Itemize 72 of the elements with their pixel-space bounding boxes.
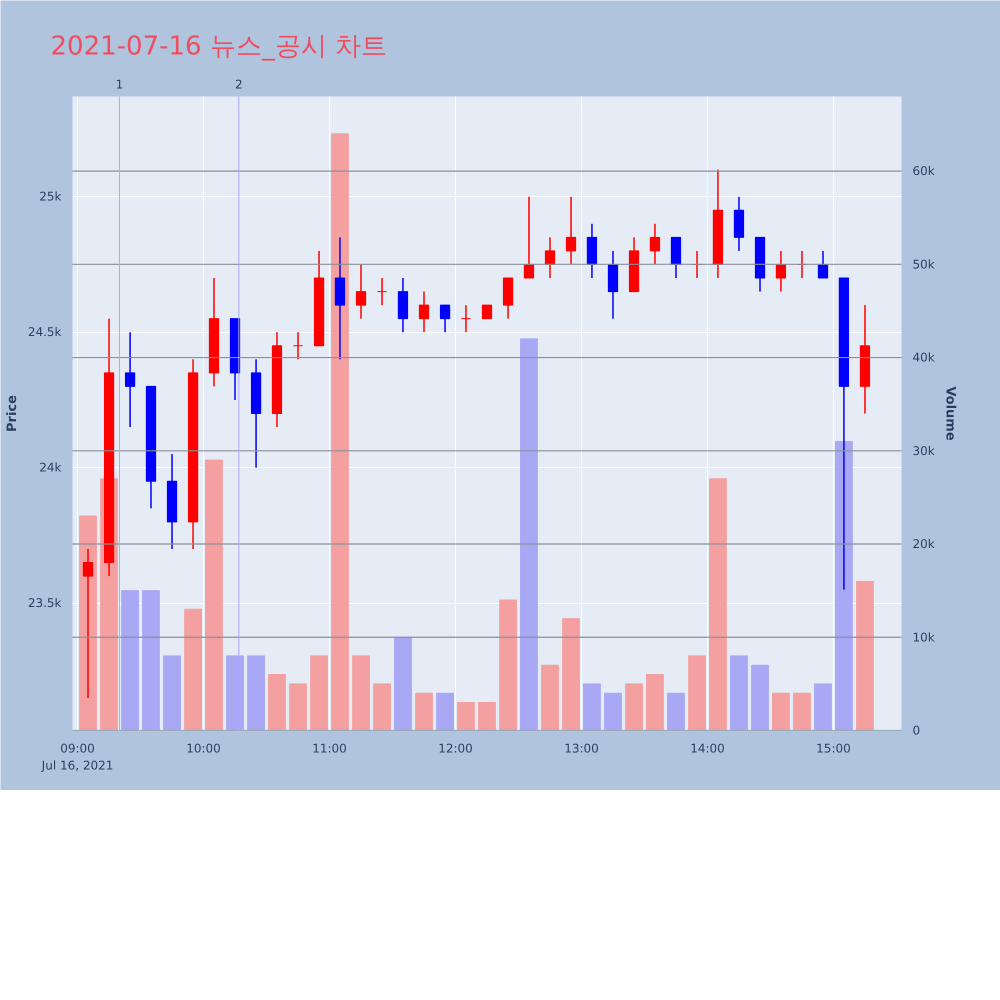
y-axis-title: Price <box>4 394 20 432</box>
bar <box>772 692 790 730</box>
y-tick-label: 23.5k <box>28 596 62 610</box>
x-tick-label: 10:00 <box>186 742 221 756</box>
bar <box>352 655 370 730</box>
bar <box>688 655 706 730</box>
text: 1 <box>116 78 124 92</box>
bar <box>709 478 727 730</box>
bar <box>835 440 853 730</box>
bar <box>163 655 181 730</box>
candlestick <box>482 304 492 320</box>
bar <box>184 608 202 730</box>
bar <box>562 618 580 730</box>
x-tick-label: 12:00 <box>438 742 473 756</box>
bar <box>373 683 391 730</box>
x-tick-label: 14:00 <box>690 742 725 756</box>
bar <box>331 133 349 730</box>
candlestick <box>376 277 388 306</box>
bar <box>730 655 748 730</box>
bar <box>856 580 874 730</box>
y2-tick-label: 40k <box>912 350 935 365</box>
candlestick <box>776 250 786 292</box>
bar <box>667 692 685 730</box>
bar <box>604 692 622 730</box>
y-tick-label: 24.5k <box>28 325 62 340</box>
bar <box>646 674 664 730</box>
bar <box>436 692 454 730</box>
bar <box>583 683 601 730</box>
candlestick <box>460 304 472 333</box>
bar <box>541 664 559 730</box>
chart-title: 2021-07-16 뉴스_공시 차트 <box>50 32 388 62</box>
x-tick-label: 15:00 <box>816 742 851 756</box>
bar <box>394 636 412 730</box>
candlestick <box>440 304 450 333</box>
bar <box>142 590 160 730</box>
bar <box>457 702 475 730</box>
candlestick <box>566 196 576 266</box>
x-tick-label: 13:00 <box>564 742 599 756</box>
bar <box>268 674 286 730</box>
candlestick <box>124 331 136 428</box>
y2-tick-label: 60k <box>912 164 935 178</box>
candlestick <box>418 290 430 333</box>
bar <box>478 702 496 730</box>
bar <box>79 516 97 730</box>
y2-tick-label: 50k <box>912 257 935 272</box>
bar <box>751 664 769 730</box>
bar <box>289 683 307 730</box>
bar <box>793 692 811 730</box>
bar <box>310 655 328 730</box>
bar <box>415 692 433 730</box>
bar <box>625 683 643 730</box>
candlestick <box>82 548 94 699</box>
y2-axis-title: Volume <box>942 386 958 441</box>
candlestick <box>650 223 660 266</box>
y2-tick-label: 0 <box>912 724 920 738</box>
x-tick-label: 11:00 <box>312 742 347 756</box>
candlestick <box>356 264 366 320</box>
y2-tick-label: 10k <box>912 630 935 644</box>
x-tick-label: 09:00 Jul 16, 2021 <box>40 742 114 772</box>
bar <box>520 338 538 730</box>
bar <box>205 460 223 730</box>
bar <box>247 655 265 730</box>
y-tick-label: 24k <box>39 460 62 475</box>
y2-tick-label: 30k <box>912 444 935 458</box>
candlestick <box>524 196 534 279</box>
y-tick-label: 25k <box>39 190 62 204</box>
bar <box>499 599 517 730</box>
candlestick <box>292 331 304 360</box>
candlestick <box>818 250 828 279</box>
text: 2 <box>234 78 243 92</box>
y2-tick-label: 20k <box>912 537 935 552</box>
bar <box>814 683 832 730</box>
